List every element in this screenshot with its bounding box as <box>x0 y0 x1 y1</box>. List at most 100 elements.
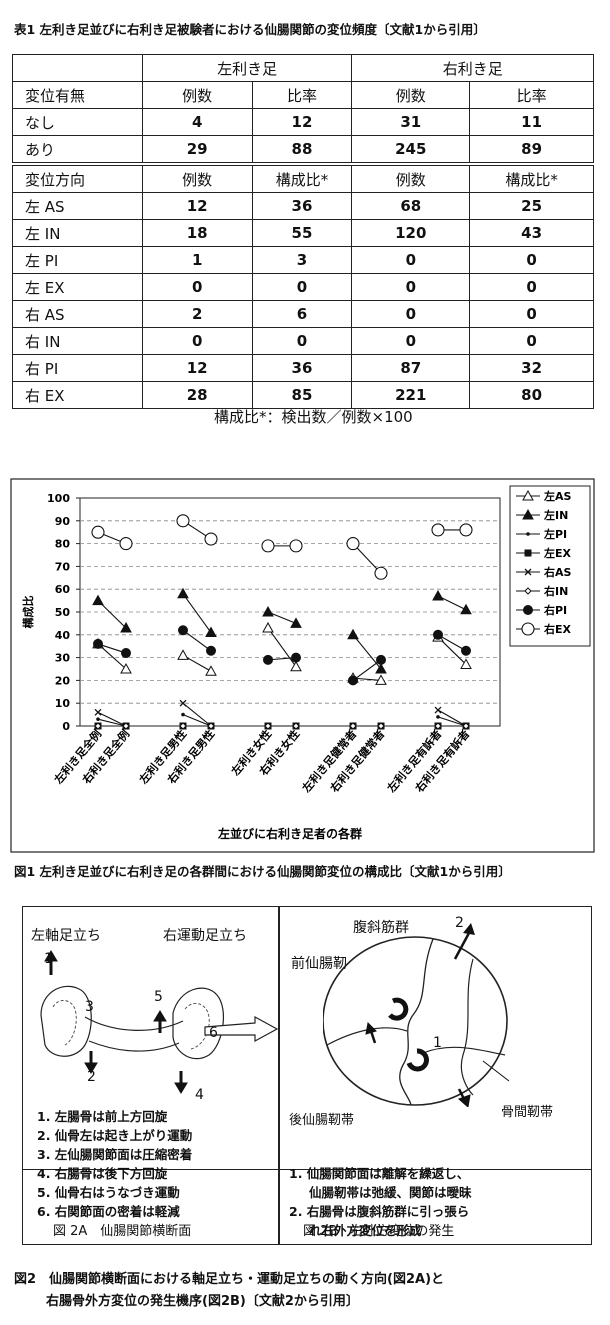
fig2b-num-1: 1 <box>433 1035 442 1051</box>
y-tick-label: 40 <box>55 629 71 642</box>
legend-label: 左AS <box>543 489 572 503</box>
fig2a-item: 2. 仙骨左は起き上がり運動 <box>37 1128 193 1143</box>
fig2a-list: 1. 左腸骨は前上方回旋 2. 仙骨左は起き上がり運動 3. 左仙腸関節面は圧縮… <box>37 1107 192 1221</box>
figure2-divider <box>278 907 280 1169</box>
data-point <box>460 658 472 669</box>
fig2b-item: 1. 仙腸関節面は離解を繰返し、 <box>289 1166 470 1181</box>
series-line <box>437 716 467 727</box>
table-row: あり 29 88 245 89 <box>12 135 594 163</box>
table-cell: 85 <box>251 381 353 409</box>
series-line <box>182 593 212 633</box>
table-row: 左 AS 12 36 68 25 <box>12 192 594 220</box>
table1-footnote: 構成比*：検出数／例数×100 <box>214 408 413 426</box>
series-line <box>437 636 467 665</box>
table-row: 左 EX 0 0 0 0 <box>12 273 594 301</box>
row-label: 右 PI <box>12 354 143 382</box>
data-point <box>346 537 360 551</box>
data-point <box>349 722 357 730</box>
legend-label: 左PI <box>543 527 567 541</box>
row-label: 変位方向 <box>12 165 143 193</box>
data-point <box>179 699 187 707</box>
data-point <box>119 537 133 551</box>
fig2a-num-5: 5 <box>154 989 163 1005</box>
row-label: なし <box>12 108 143 136</box>
data-point <box>262 605 274 617</box>
data-point <box>262 621 274 633</box>
table-cell: 88 <box>251 135 353 163</box>
data-point <box>207 722 215 730</box>
data-point <box>347 628 359 640</box>
row-label: 右 AS <box>12 300 143 328</box>
table-cell: 比率 <box>469 81 594 109</box>
data-point <box>94 722 102 730</box>
table-cell: 0 <box>351 327 471 355</box>
data-point <box>181 712 185 717</box>
fig2b-subcaption: 図 2B 右外方変位の発生 <box>303 1224 455 1239</box>
table-cell: 構成比* <box>469 165 594 193</box>
series-line <box>267 611 297 624</box>
y-tick-label: 100 <box>47 492 70 505</box>
series-line <box>437 595 467 611</box>
fig2b-list: 1. 仙腸関節面は離解を繰返し、 仙腸靭帯は弛緩、関節は曖昧 2. 右腸骨は腹斜… <box>289 1164 472 1240</box>
legend-marker <box>522 508 534 520</box>
data-point <box>460 603 472 615</box>
table-cell: 0 <box>469 273 594 301</box>
data-point <box>436 715 440 719</box>
legend-label: 左EX <box>543 546 572 560</box>
table-row: 左 IN 18 55 120 43 <box>12 219 594 247</box>
group-header-left: 左利き足 <box>141 54 353 82</box>
legend-label: 右PI <box>543 603 567 617</box>
fig2a-item: 1. 左腸骨は前上方回旋 <box>37 1109 168 1124</box>
table-cell: 43 <box>469 219 594 247</box>
chart-frame <box>10 478 595 853</box>
table-cell: 0 <box>351 246 471 274</box>
fig2a-pelvis-drawing <box>40 950 278 1094</box>
table-cell: 0 <box>351 300 471 328</box>
table-cell: 3 <box>251 246 353 274</box>
fig2b-label-muscle-num: 2 <box>455 915 464 931</box>
series-line <box>267 627 297 668</box>
table-cell: 12 <box>141 192 253 220</box>
data-point <box>374 566 388 580</box>
row-label: あり <box>12 135 143 163</box>
table-cell: 32 <box>469 354 594 382</box>
series-line <box>97 600 127 629</box>
legend-label: 右AS <box>543 565 572 579</box>
legend-marker <box>522 489 534 501</box>
fig2a-item: 3. 左仙腸関節面は圧縮密着 <box>37 1147 193 1162</box>
data-point <box>204 532 218 546</box>
series-line <box>182 702 212 727</box>
table1-section2: 変位方向 例数 構成比* 例数 構成比* 左 AS 12 36 68 25 左 IN 18 55 120 4… <box>12 165 594 409</box>
data-point <box>434 722 442 730</box>
table-cell: 0 <box>141 273 253 301</box>
table-cell: 0 <box>469 327 594 355</box>
figure2-lower-divider <box>278 1168 280 1244</box>
y-tick-label: 30 <box>55 652 71 665</box>
row-label: 左 EX <box>12 273 143 301</box>
table-row: 右 EX 28 85 221 80 <box>12 381 594 409</box>
legend-marker <box>524 568 532 576</box>
data-point <box>93 638 103 649</box>
y-tick-label: 90 <box>55 515 71 528</box>
data-point <box>96 717 100 721</box>
data-point <box>178 625 188 636</box>
y-tick-label: 70 <box>55 560 71 573</box>
data-point <box>120 662 132 674</box>
fig2a-num-2: 2 <box>87 1069 96 1085</box>
y-axis-label: 構成比 <box>21 596 35 629</box>
series-line <box>352 677 382 681</box>
y-tick-label: 0 <box>62 720 70 733</box>
data-point <box>179 722 187 730</box>
fig2a-subcaption: 図 2A 仙腸関節横断面 <box>53 1224 192 1239</box>
series-line <box>182 629 212 652</box>
table-header-row: 変位方向 例数 構成比* 例数 構成比* <box>12 165 594 193</box>
row-label: 左 IN <box>12 219 143 247</box>
data-point <box>177 587 189 599</box>
series-line <box>437 709 467 727</box>
data-point <box>292 722 300 730</box>
table-header-row: 変位有無 例数 比率 例数 比率 <box>12 81 594 109</box>
data-point <box>375 662 387 674</box>
legend-marker <box>524 587 532 595</box>
table-cell: 構成比* <box>251 165 353 193</box>
